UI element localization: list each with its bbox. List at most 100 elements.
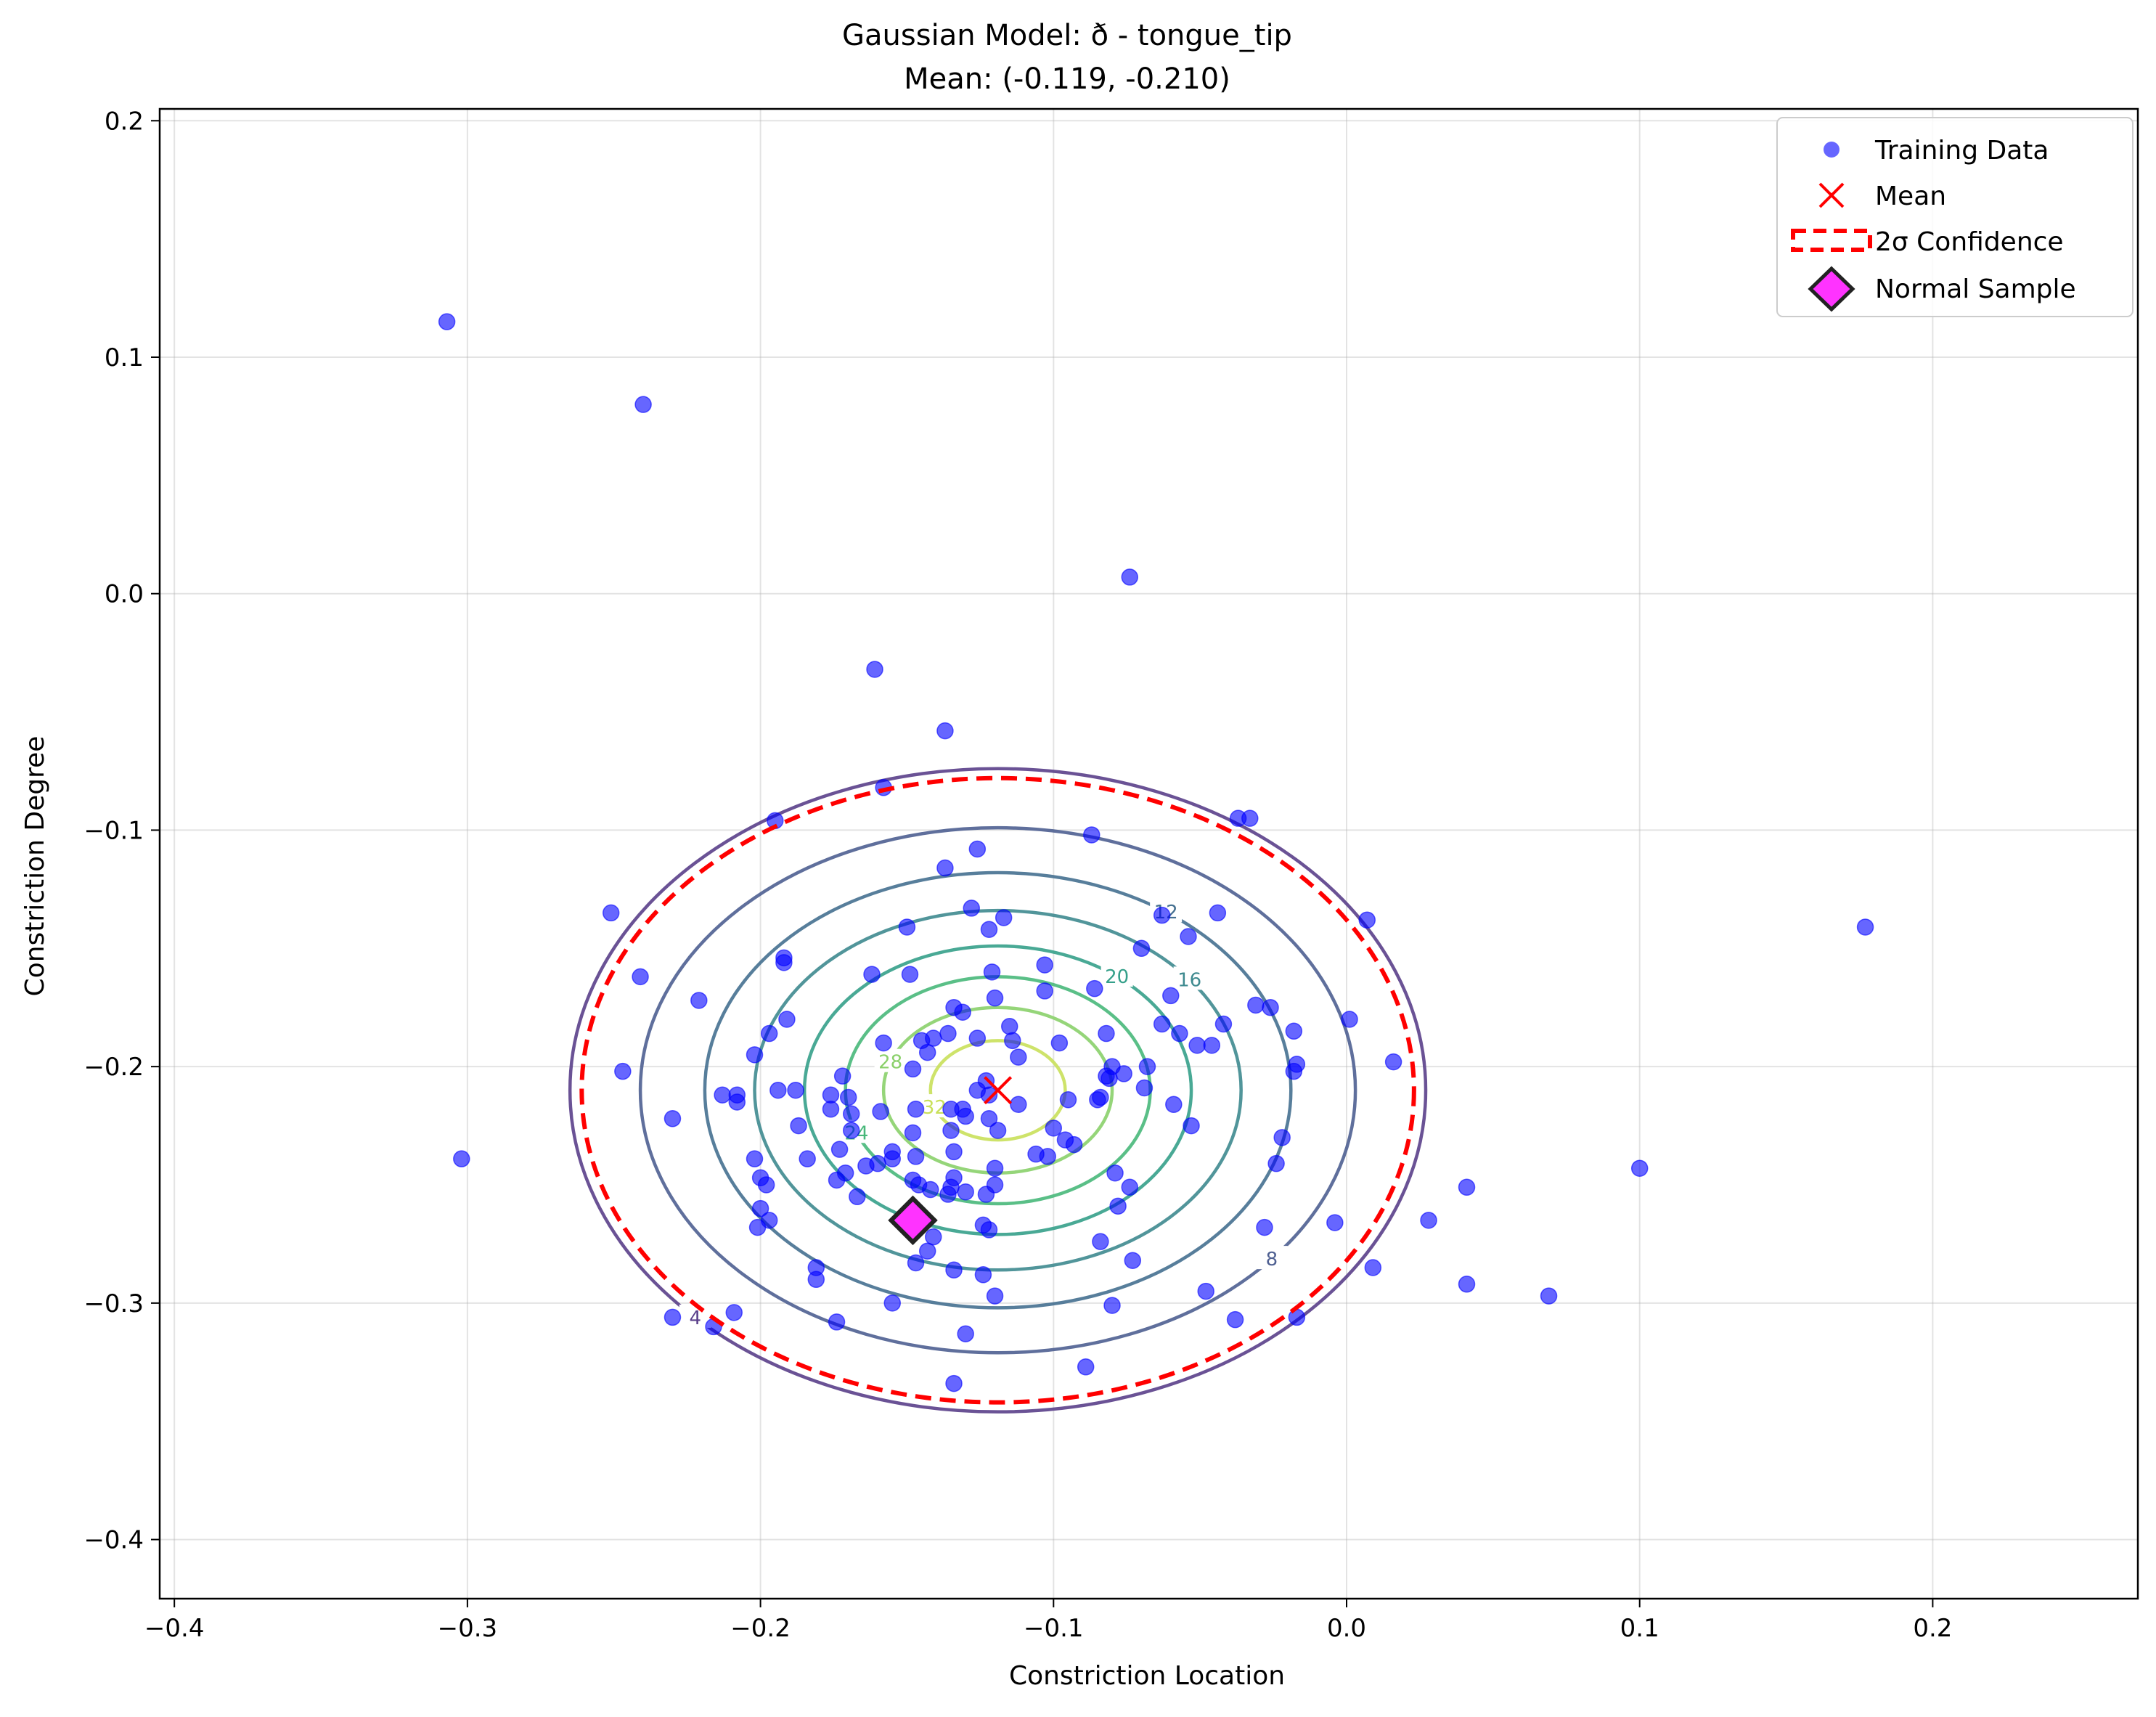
training-point [1420, 1212, 1437, 1229]
contour-label-16: 16 [1177, 969, 1201, 991]
axes-layer: −0.4 −0.3 −0.2 −0.1 0.0 0.1 0.2 0.2 0.1 0.0 −0.1 −0… [83, 107, 1952, 1643]
training-point [1109, 1197, 1127, 1215]
training-point [830, 1141, 849, 1158]
training-point [904, 1124, 922, 1142]
training-point [995, 909, 1013, 926]
training-point [690, 992, 708, 1009]
training-point [1540, 1287, 1558, 1305]
contour-line-12 [703, 870, 1293, 1310]
training-point [1226, 1310, 1244, 1329]
training-point [907, 1148, 925, 1165]
y-tick-label: −0.2 [83, 1053, 144, 1082]
chart-subtitle: Mean: (-0.119, -0.210) [904, 62, 1230, 96]
training-point [883, 1150, 902, 1167]
training-point [1138, 1058, 1156, 1075]
contour-label-20: 20 [1105, 966, 1129, 988]
training-point [1153, 906, 1171, 924]
training-point [907, 1101, 925, 1118]
training-point [980, 1110, 998, 1127]
training-point [1004, 1032, 1021, 1050]
training-point [1630, 1159, 1649, 1177]
training-point [632, 968, 649, 986]
training-point [1135, 1079, 1153, 1097]
training-point [989, 1122, 1007, 1139]
training-point [748, 1218, 767, 1236]
training-point [907, 1254, 925, 1272]
training-point [986, 989, 1004, 1007]
training-point [883, 1294, 902, 1312]
training-point [778, 1011, 796, 1028]
x-tick-label: −0.2 [730, 1614, 791, 1643]
legend-confidence-marker [1791, 229, 1872, 252]
training-point [983, 963, 1001, 981]
training-point [869, 1154, 886, 1172]
training-point [1124, 1252, 1142, 1269]
training-point [968, 1029, 987, 1047]
training-point [1132, 939, 1151, 958]
mean-marker-stroke [984, 1076, 1013, 1105]
training-point [1077, 1358, 1095, 1376]
training-point [1856, 918, 1874, 936]
training-point [921, 1180, 939, 1199]
training-point [1341, 1011, 1358, 1028]
training-point [1273, 1129, 1291, 1146]
y-axis-label: Constriction Degree [20, 736, 50, 997]
training-point [1036, 956, 1053, 974]
y-tick-label: −0.1 [83, 816, 144, 845]
training-point [1209, 904, 1227, 922]
normal-sample-marker [888, 1195, 938, 1246]
training-point [863, 966, 881, 983]
y-tick-label: −0.4 [83, 1526, 144, 1555]
chart-title: Gaussian Model: ð - tongue_tip [842, 19, 1292, 52]
training-point [663, 1308, 682, 1326]
training-point [1000, 1018, 1018, 1035]
x-axis-label: Constriction Location [1009, 1661, 1285, 1691]
training-point [936, 859, 954, 877]
training-point [828, 1171, 846, 1189]
training-point [757, 1176, 775, 1194]
training-point [602, 904, 620, 922]
plot-frame [158, 107, 2139, 1600]
training-point [1065, 1135, 1083, 1154]
training-point [1036, 982, 1053, 1000]
training-point [1059, 1090, 1077, 1109]
contour-line-20 [802, 944, 1193, 1236]
training-point [1384, 1053, 1402, 1071]
contour-line-8 [638, 825, 1357, 1355]
training-point [614, 1062, 632, 1080]
legend-training-marker [1824, 142, 1839, 158]
training-point [842, 1122, 860, 1139]
training-point [1045, 1119, 1063, 1137]
training-point [1285, 1022, 1303, 1040]
training-point [1203, 1037, 1221, 1054]
training-point [1188, 1037, 1206, 1054]
training-point [751, 1199, 769, 1218]
training-point [760, 1024, 778, 1043]
training-point [1086, 979, 1103, 998]
training-point [453, 1150, 470, 1167]
training-point [872, 1103, 889, 1120]
training-point [1039, 1148, 1056, 1165]
legend: Training Data Mean 2σ Confidence Normal … [1776, 117, 2133, 317]
x-tick-label: −0.3 [438, 1614, 498, 1643]
training-point [1197, 1282, 1214, 1300]
training-point [1153, 1015, 1171, 1033]
legend-mean-stroke [1818, 182, 1845, 208]
contour-layer: 48121620242832 [568, 767, 1428, 1414]
training-point [828, 1313, 846, 1331]
y-tick-label: 0.2 [105, 107, 144, 136]
y-tick-label: −0.3 [83, 1289, 144, 1318]
training-point [1458, 1178, 1476, 1196]
legend-mean-marker [1818, 182, 1845, 208]
training-point [968, 840, 987, 858]
legend-confidence-label: 2σ Confidence [1875, 227, 2064, 257]
training-point [1171, 1024, 1188, 1043]
training-point [822, 1086, 840, 1104]
training-point [1098, 1024, 1115, 1043]
training-point [790, 1117, 807, 1135]
training-point [799, 1150, 816, 1167]
training-point [1180, 928, 1197, 945]
training-point [901, 966, 919, 983]
training-point [974, 1266, 992, 1284]
